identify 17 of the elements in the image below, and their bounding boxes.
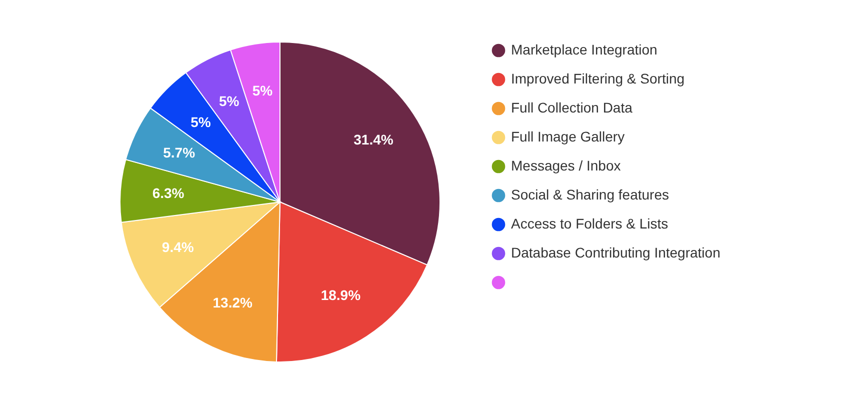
legend-label: Messages / Inbox	[511, 158, 621, 174]
legend-label: Full Image Gallery	[511, 128, 625, 144]
data-label: 6.3%	[152, 185, 185, 202]
data-label: 9.4%	[162, 238, 194, 255]
data-label: 5.7%	[163, 144, 196, 160]
legend-label: Social & Sharing features	[511, 186, 669, 202]
data-label: 5%	[218, 93, 240, 110]
legend-label: Full Collection Data	[511, 100, 633, 116]
data-label: 5%	[190, 114, 212, 130]
data-label: 13.2%	[212, 294, 253, 310]
legend-label: Database Contributing Integration	[511, 244, 720, 260]
data-label: 5%	[252, 82, 274, 98]
legend-label: Access to Folders & Lists	[511, 216, 668, 232]
legend-label: Marketplace Integration	[511, 42, 658, 58]
data-label: 31.4%	[354, 131, 394, 148]
legend-label: Improved Filtering & Sorting	[511, 70, 685, 86]
data-label: 18.9%	[320, 287, 362, 304]
